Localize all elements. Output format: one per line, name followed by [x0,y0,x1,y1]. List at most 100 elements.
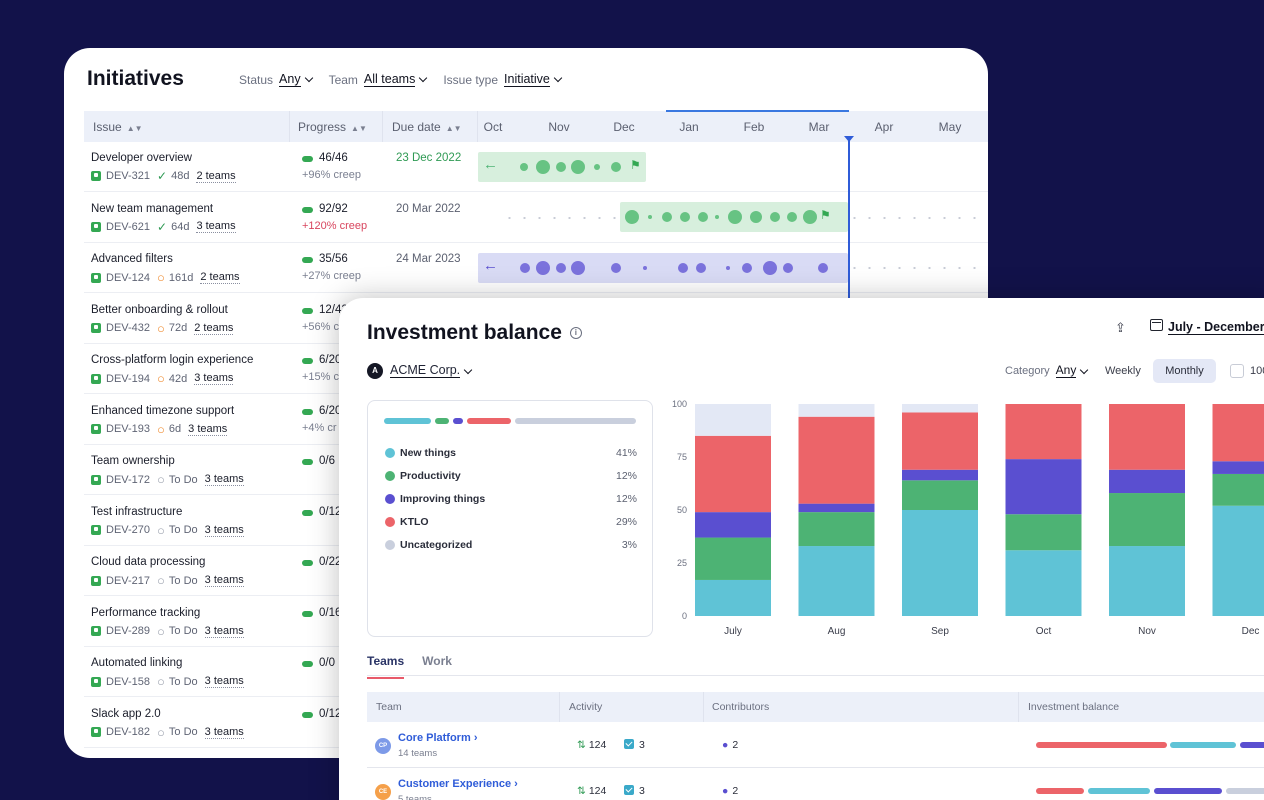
bookmark-icon [91,525,101,535]
info-icon[interactable]: i [569,327,582,340]
bar-segment [695,404,771,436]
issue-title[interactable]: Performance tracking [91,606,201,619]
issue-status: ○ To Do [157,623,198,639]
progress-value: 0/6 [319,455,335,467]
y-tick-label: 100 [672,399,687,409]
issue-key[interactable]: DEV-321 [106,170,151,182]
issue-title[interactable]: Slack app 2.0 [91,707,161,720]
teams-link[interactable]: 3 teams [194,372,234,385]
legend-label: Improving things [400,493,486,505]
issue-key[interactable]: DEV-182 [106,726,151,738]
percent-label: 100 [1250,365,1264,377]
teams-link[interactable]: 3 teams [204,624,244,638]
progress-value: 0/16 [319,606,342,619]
status-filter[interactable]: Status Any [239,72,313,87]
issue-title[interactable]: Team ownership [91,455,175,467]
investment-segment [1226,788,1264,794]
y-tick-label: 0 [682,611,687,621]
teams-link[interactable]: 3 teams [188,422,228,436]
person-icon: ● [722,739,729,751]
teams-link[interactable]: 3 teams [204,725,244,739]
issue-key[interactable]: DEV-193 [106,423,151,435]
legend-item[interactable]: New things 41% [385,445,637,461]
team-name-link[interactable]: Customer Experience › [398,778,518,790]
category-filter[interactable]: Category Any [1005,364,1089,378]
issue-key[interactable]: DEV-124 [106,271,151,284]
check-icon: ✓ [157,169,168,183]
bar-segment [798,404,875,417]
issue-title[interactable]: Cloud data processing [91,556,206,568]
issue-title[interactable]: Cross-platform login experience [91,354,254,366]
filter-bar: Status Any Team All teams Issue type Initia… [239,72,578,87]
issue-key[interactable]: DEV-289 [106,625,151,637]
teams-link[interactable]: 3 teams [204,523,244,537]
teams-link[interactable]: 2 teams [194,321,234,335]
investment-segment [1170,742,1236,748]
issue-meta: DEV-172 ○ To Do 3 teams [91,472,244,487]
progress-column-header[interactable]: Progress ▲▼ [298,120,367,134]
team-name-link[interactable]: Core Platform › [398,732,478,744]
issue-type-filter[interactable]: Issue type Initiative [443,72,563,87]
progress-bar [302,206,313,213]
issue-key[interactable]: DEV-621 [106,220,151,233]
bar-segment [1212,404,1264,462]
due-column-header[interactable]: Due date ▲▼ [392,120,462,134]
issue-title[interactable]: Advanced filters [91,253,173,265]
legend-percent: 3% [621,539,637,551]
task-count: 3 [624,739,645,751]
legend-label: New things [400,447,457,459]
table-row[interactable]: New team management DEV-621 ✓ 64d 3 teams 92/… [84,193,988,243]
table-row[interactable]: Developer overview DEV-321 ✓ 48d 2 teams 46/4… [84,142,988,192]
timeline-bar[interactable]: ← [478,253,848,283]
issue-meta: DEV-193 ○ 6d 3 teams [91,421,228,437]
issue-title[interactable]: Test infrastructure [91,505,183,518]
timeline-bar[interactable]: ← ⚑ [478,152,646,182]
bar-segment [1212,473,1264,506]
issue-title[interactable]: Developer overview [91,152,192,164]
date-range-picker[interactable]: July - December 2 [1168,320,1264,335]
org-selector[interactable]: A ACME Corp. [367,363,473,379]
share-icon[interactable]: ⇪ [1115,320,1126,335]
y-tick-label: 75 [677,452,687,462]
calendar-icon[interactable] [1150,319,1163,331]
team-row[interactable]: CE Customer Experience › 5 teams ⇅ 124 3 ● 2 [367,768,1264,800]
tab-work[interactable]: Work [422,654,452,668]
timeline-bar[interactable]: ⚑ [620,202,848,232]
activity-count: ⇅ 124 [577,739,607,751]
issue-key[interactable]: DEV-432 [106,322,151,334]
progress-value: 0/0 [319,657,335,669]
issue-title[interactable]: New team management [91,202,214,215]
teams-link[interactable]: 2 teams [196,169,236,183]
todo-icon: ○ [157,472,165,487]
tab-teams[interactable]: Teams [367,654,405,679]
issue-title[interactable]: Automated linking [91,657,183,669]
percent-checkbox[interactable] [1230,364,1244,378]
teams-link[interactable]: 3 teams [196,220,236,233]
team-filter[interactable]: Team All teams [329,72,428,87]
teams-link[interactable]: 3 teams [204,473,244,486]
team-row[interactable]: CP Core Platform › 14 teams ⇅ 124 3 ● 2 [367,722,1264,768]
bar-segment [695,512,771,538]
issue-key[interactable]: DEV-270 [106,524,151,536]
issue-column-header[interactable]: Issue ▲▼ [93,120,143,134]
issue-key[interactable]: DEV-158 [106,675,151,688]
issue-key[interactable]: DEV-194 [106,372,151,385]
legend-item[interactable]: Productivity 12% [385,468,637,484]
legend-item[interactable]: Improving things 12% [385,491,637,507]
issue-title[interactable]: Better onboarding & rollout [91,303,228,316]
teams-link[interactable]: 3 teams [204,675,244,688]
bookmark-icon [91,676,101,687]
issue-key[interactable]: DEV-172 [106,473,151,486]
issue-key[interactable]: DEV-217 [106,574,151,587]
teams-link[interactable]: 2 teams [200,271,240,284]
issue-title[interactable]: Enhanced timezone support [91,404,235,417]
bookmark-icon [91,575,101,586]
monthly-toggle[interactable]: Monthly [1153,359,1216,383]
legend-item[interactable]: Uncategorized 3% [385,537,637,553]
legend-item[interactable]: KTLO 29% [385,514,637,530]
issue-status: ○ 6d [157,421,182,437]
scope-creep: +4% cr [302,421,337,434]
weekly-toggle[interactable]: Weekly [1105,365,1141,377]
teams-link[interactable]: 3 teams [204,574,244,587]
bookmark-icon [91,626,101,636]
